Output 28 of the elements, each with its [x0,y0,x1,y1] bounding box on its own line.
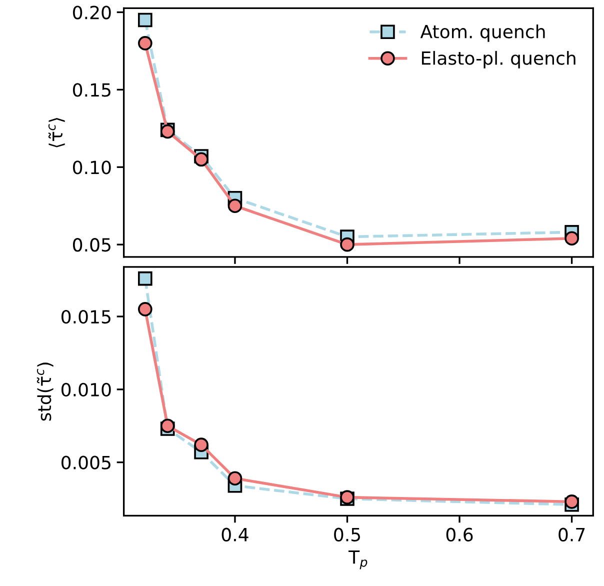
point [138,36,152,50]
y-tick-label: 0.20 [73,6,111,20]
x-tick-label: 0.7 [558,528,585,542]
point [228,198,242,214]
y-axis-title: ⟨τ̃$^{c}$⟩ [48,118,65,148]
y-tick-label: 0.010 [62,382,111,397]
point [340,237,354,252]
x-axis-title: T$_{p}$ [348,550,368,570]
legend-label: Elasto-pl. quench [422,50,576,68]
y-axis-title: std(τ̃$^{c}$) [36,362,54,421]
x-tick-label: 0.4 [222,528,248,542]
point [194,152,208,167]
x-tick-label: 0.6 [446,528,473,542]
point [564,494,579,509]
y-tick-label: 0.10 [73,160,111,174]
y-tick-label: 0.05 [73,238,110,252]
y-tick-label: 0.015 [62,310,110,324]
point [138,302,152,316]
y-tick-label: 0.005 [62,456,110,470]
legend-label: Atom. quench [420,24,545,42]
point [564,231,579,246]
point [138,271,152,286]
point [228,471,242,486]
point [160,418,175,434]
y-tick-label: 0.15 [73,83,110,97]
point [194,438,208,452]
point [138,12,152,28]
x-tick-label: 0.5 [334,528,360,542]
